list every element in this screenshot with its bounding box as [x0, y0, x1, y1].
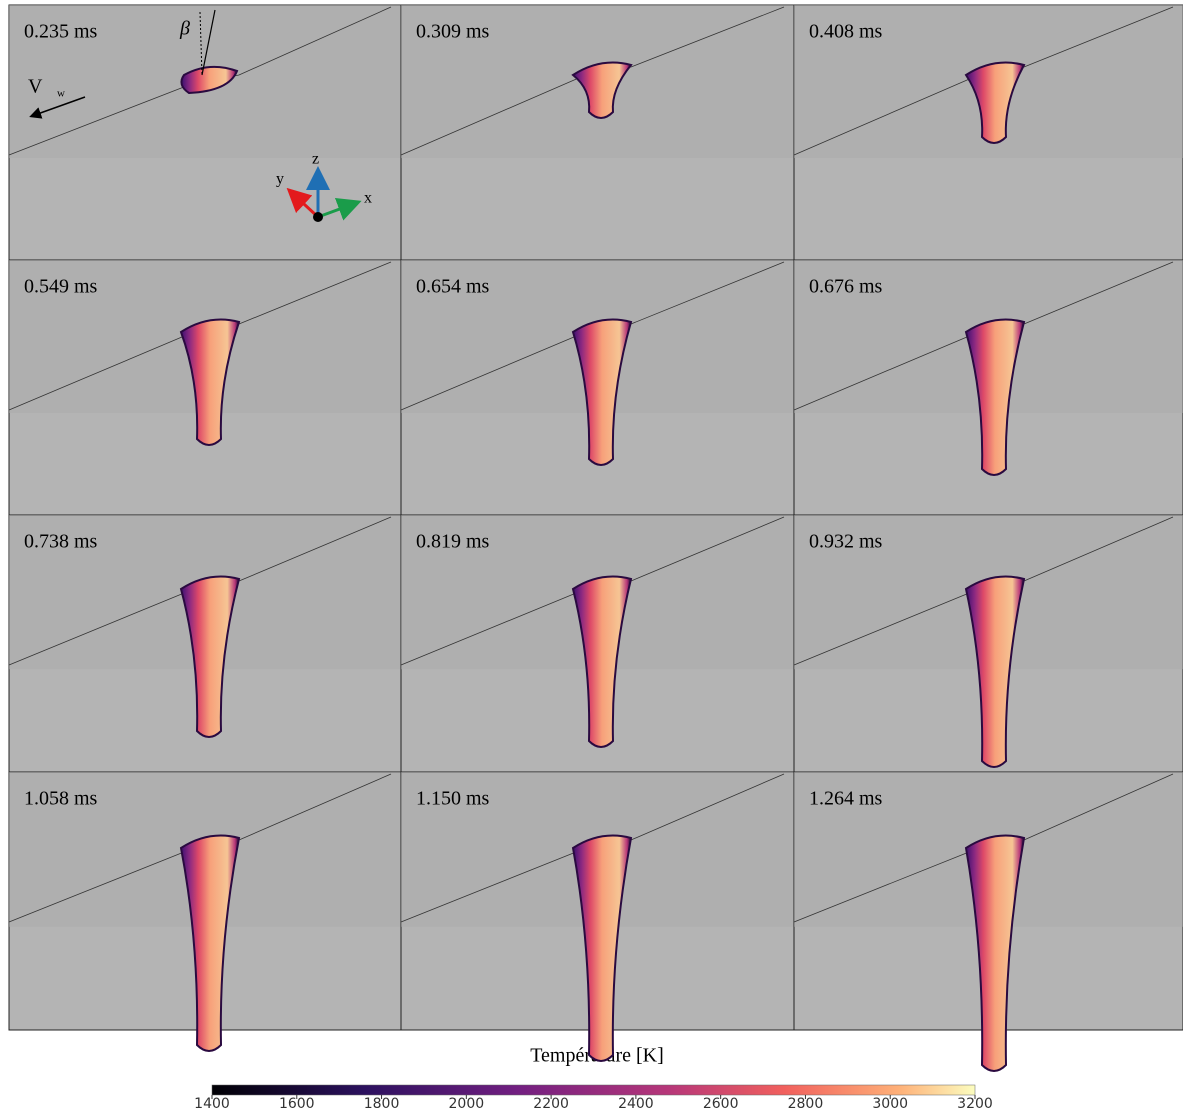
panel: 1.150 ms — [400, 771, 795, 1062]
beam-ref — [199, 11, 203, 76]
melt-pool — [571, 834, 633, 1062]
colorbar-tick-label: 2600 — [703, 1096, 739, 1112]
axis-y-label: y — [276, 171, 284, 188]
melt-pool — [964, 318, 1026, 476]
melt-pool — [571, 575, 633, 748]
velocity-label: V — [28, 76, 43, 98]
time-label: 0.819 ms — [416, 531, 490, 553]
time-label: 0.408 ms — [809, 21, 883, 43]
axis-x-label: x — [364, 190, 372, 207]
melt-pool — [571, 61, 633, 119]
axis-x — [317, 197, 362, 221]
axis-origin — [313, 212, 323, 222]
time-label: 0.549 ms — [24, 276, 98, 298]
melt-pool — [179, 834, 241, 1052]
melt-pool — [180, 65, 239, 95]
panel: 0.309 ms — [400, 4, 795, 261]
colorbar-tick-label: 2200 — [533, 1096, 569, 1112]
time-label: 1.150 ms — [416, 788, 490, 810]
melt-pool — [964, 834, 1026, 1072]
panel: 0.654 ms — [400, 259, 795, 516]
melt-pool — [179, 318, 241, 446]
time-label: 0.932 ms — [809, 531, 883, 553]
panel: 0.819 ms — [400, 514, 795, 773]
axis-y — [286, 187, 320, 219]
colorbar-tick-label: 1800 — [364, 1096, 400, 1112]
time-label: 0.235 ms — [24, 21, 98, 43]
time-label: 1.058 ms — [24, 788, 98, 810]
panel: 0.549 ms — [8, 259, 402, 516]
panel: 0.932 ms — [793, 514, 1183, 773]
panel: 1.058 ms — [8, 771, 402, 1052]
time-label: 1.264 ms — [809, 788, 883, 810]
colorbar — [211, 1084, 976, 1096]
melt-pool — [964, 575, 1026, 768]
colorbar-tick-label: 1600 — [279, 1096, 315, 1112]
panel: 0.235 ms — [8, 4, 402, 261]
colorbar-tick-label: 2800 — [788, 1096, 824, 1112]
beam — [201, 9, 216, 76]
panel: 0.408 ms — [793, 4, 1183, 261]
melt-pool — [571, 318, 633, 466]
time-label: 0.738 ms — [24, 531, 98, 553]
beta-label: β — [179, 18, 190, 40]
colorbar-tick-label: 2000 — [449, 1096, 485, 1112]
colorbar-tick-label: 3000 — [872, 1096, 908, 1112]
colorbar-tick-label: 1400 — [194, 1096, 230, 1112]
panel: 1.264 ms — [793, 771, 1183, 1072]
axis-z-label: z — [312, 151, 319, 168]
panel: 0.676 ms — [793, 259, 1183, 516]
velocity-sub: w — [57, 88, 65, 100]
time-label: 0.309 ms — [416, 21, 490, 43]
colorbar-tick-label: 2400 — [618, 1096, 654, 1112]
time-label: 0.676 ms — [809, 276, 883, 298]
panel: 0.738 ms — [8, 514, 402, 773]
melt-pool — [964, 61, 1026, 144]
velocity-arrow — [29, 96, 86, 119]
time-label: 0.654 ms — [416, 276, 490, 298]
melt-pool — [179, 575, 241, 738]
colorbar-tick-label: 3200 — [957, 1096, 993, 1112]
